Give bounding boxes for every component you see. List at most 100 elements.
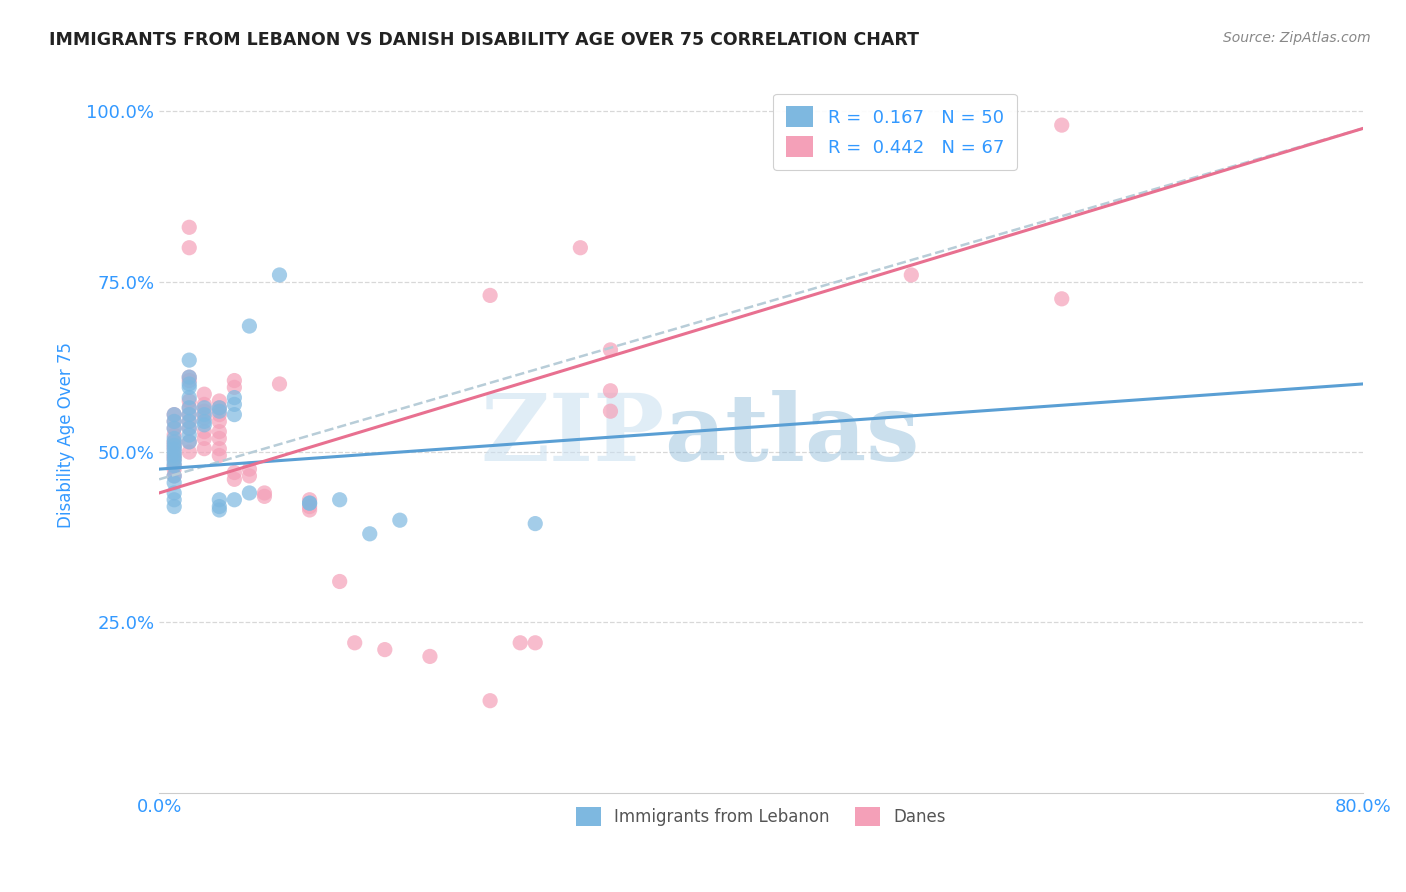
Point xyxy=(238,319,260,334)
Point xyxy=(179,434,201,449)
Point xyxy=(208,404,231,418)
Point xyxy=(208,500,231,514)
Point xyxy=(193,414,215,428)
Point xyxy=(179,401,201,415)
Point xyxy=(179,408,201,422)
Point xyxy=(208,442,231,456)
Point xyxy=(193,442,215,456)
Point xyxy=(208,401,231,415)
Point xyxy=(163,458,186,473)
Point xyxy=(193,404,215,418)
Point xyxy=(208,394,231,409)
Point xyxy=(208,408,231,422)
Point xyxy=(224,391,246,405)
Point xyxy=(163,449,186,463)
Point xyxy=(298,496,321,510)
Text: Source: ZipAtlas.com: Source: ZipAtlas.com xyxy=(1223,31,1371,45)
Point xyxy=(163,434,186,449)
Point xyxy=(163,462,186,476)
Point xyxy=(163,469,186,483)
Point xyxy=(179,428,201,442)
Point xyxy=(359,526,381,541)
Point xyxy=(179,380,201,394)
Point xyxy=(163,451,186,466)
Point xyxy=(179,374,201,388)
Point xyxy=(374,642,396,657)
Point xyxy=(179,241,201,255)
Point xyxy=(208,425,231,439)
Point xyxy=(163,432,186,446)
Point xyxy=(163,449,186,463)
Point xyxy=(253,489,276,503)
Point xyxy=(179,401,201,415)
Point xyxy=(163,442,186,456)
Point xyxy=(298,492,321,507)
Point xyxy=(224,397,246,411)
Text: IMMIGRANTS FROM LEBANON VS DANISH DISABILITY AGE OVER 75 CORRELATION CHART: IMMIGRANTS FROM LEBANON VS DANISH DISABI… xyxy=(49,31,920,49)
Point xyxy=(163,414,186,428)
Point xyxy=(208,449,231,463)
Point xyxy=(163,434,186,449)
Point xyxy=(208,414,231,428)
Point xyxy=(163,500,186,514)
Point xyxy=(208,401,231,415)
Point xyxy=(208,492,231,507)
Point xyxy=(163,421,186,435)
Point xyxy=(193,387,215,401)
Point xyxy=(238,486,260,500)
Point xyxy=(163,421,186,435)
Text: ZIP: ZIP xyxy=(481,390,665,480)
Point xyxy=(1050,118,1073,132)
Point xyxy=(208,503,231,517)
Point xyxy=(388,513,411,527)
Point xyxy=(253,486,276,500)
Point xyxy=(224,492,246,507)
Point xyxy=(163,414,186,428)
Point xyxy=(193,432,215,446)
Point xyxy=(224,380,246,394)
Point xyxy=(224,374,246,388)
Point xyxy=(599,404,621,418)
Point xyxy=(179,353,201,368)
Point xyxy=(163,486,186,500)
Point xyxy=(224,466,246,480)
Point xyxy=(193,411,215,425)
Point xyxy=(193,397,215,411)
Point xyxy=(269,268,291,282)
Point xyxy=(269,376,291,391)
Point xyxy=(179,408,201,422)
Point xyxy=(179,391,201,405)
Point xyxy=(224,472,246,486)
Point xyxy=(163,408,186,422)
Point xyxy=(163,438,186,452)
Point xyxy=(599,343,621,357)
Point xyxy=(329,574,352,589)
Point xyxy=(298,496,321,510)
Text: atlas: atlas xyxy=(665,390,920,480)
Point xyxy=(163,469,186,483)
Y-axis label: Disability Age Over 75: Disability Age Over 75 xyxy=(58,342,75,528)
Point xyxy=(163,475,186,490)
Point xyxy=(179,414,201,428)
Point xyxy=(179,370,201,384)
Point xyxy=(329,492,352,507)
Point xyxy=(419,649,441,664)
Point xyxy=(524,636,547,650)
Point xyxy=(479,288,502,302)
Point xyxy=(509,636,531,650)
Point xyxy=(179,394,201,409)
Point xyxy=(163,408,186,422)
Point xyxy=(179,376,201,391)
Point xyxy=(1050,292,1073,306)
Point xyxy=(179,370,201,384)
Point xyxy=(179,421,201,435)
Point xyxy=(224,408,246,422)
Point xyxy=(193,408,215,422)
Point xyxy=(900,268,922,282)
Point xyxy=(163,458,186,473)
Point xyxy=(179,434,201,449)
Point xyxy=(524,516,547,531)
Point xyxy=(163,442,186,456)
Point xyxy=(163,428,186,442)
Point xyxy=(343,636,366,650)
